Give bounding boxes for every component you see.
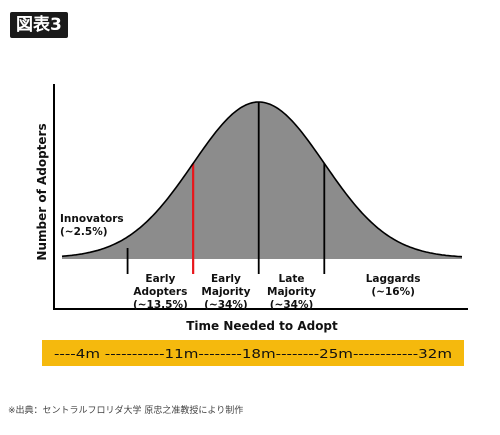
category-label-5: Laggards (~16%): [366, 273, 421, 298]
category-label-line: (~13.5%): [133, 299, 188, 311]
figure-number-badge: 図表3: [10, 12, 68, 38]
segment-dividers: [126, 102, 326, 274]
category-label-line: (~34%): [204, 299, 248, 311]
category-label-1: Innovators (~2.5%): [60, 213, 124, 238]
category-label-line: (~34%): [270, 299, 314, 311]
category-label-line: Adopters: [133, 286, 187, 298]
category-label-line: Majority: [201, 286, 250, 298]
category-label-line: Early: [145, 273, 175, 285]
figure-header: 図表3: [10, 8, 490, 72]
category-labels: Innovators (~2.5%)Early Adopters (~13.5%)Ea…: [60, 213, 421, 311]
timeline-scale-text: ----4m -----------11m--------18m--------…: [54, 347, 452, 361]
category-label-line: (~16%): [371, 286, 415, 298]
adoption-curve-line: [61, 101, 463, 258]
source-footnote: ※出典：セントラルフロリダ大学 原忠之准教授により制作: [8, 406, 244, 416]
category-label-line: Innovators: [60, 213, 124, 225]
category-label-2: Early Adopters (~13.5%): [133, 273, 188, 311]
category-label-line: Late: [279, 273, 305, 285]
category-label-line: (~2.5%): [60, 226, 108, 238]
category-label-line: Laggards: [366, 273, 421, 285]
category-label-line: Early: [211, 273, 241, 285]
x-axis-label: Time Needed to Adopt: [186, 319, 338, 333]
category-label-3: Early Majority (~34%): [201, 273, 250, 311]
category-label-line: Majority: [267, 286, 316, 298]
adoption-curve-chart: Number of Adopters Innovators (~2.5%) Earl…: [35, 84, 468, 366]
timeline-bar: [42, 340, 464, 366]
adoption-curve-area: [62, 102, 462, 259]
category-label-4: Late Majority (~34%): [267, 273, 316, 311]
y-axis-label: Number of Adopters: [35, 123, 49, 260]
